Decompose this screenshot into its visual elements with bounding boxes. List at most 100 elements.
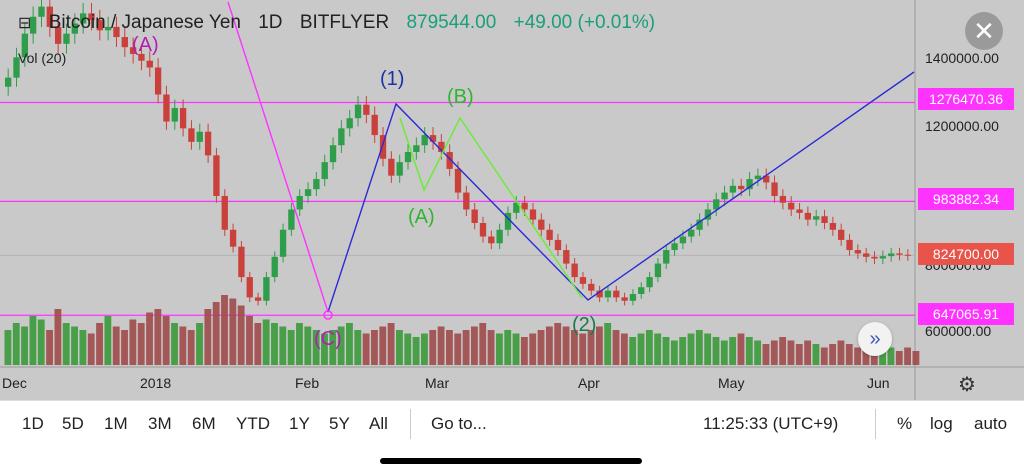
bottom-toolbar: 1D 5D 1M 3M 6M YTD 1Y 5Y All Go to... 11…	[0, 400, 1024, 447]
candle-body	[821, 216, 828, 223]
candle-body	[663, 250, 670, 264]
volume-bar	[279, 326, 287, 365]
volume-bar	[37, 319, 45, 365]
timeframe-all-button[interactable]: All	[369, 414, 388, 433]
volume-bar	[870, 347, 878, 365]
candlestick-plot[interactable]	[0, 0, 1024, 400]
candle-body	[438, 141, 445, 152]
candle-body	[504, 212, 512, 230]
chart-header: ⊟ Bitcoin / Japanese Yen 1D BITFLYER 879…	[18, 12, 667, 34]
volume-bar	[779, 337, 787, 365]
candle-body	[454, 168, 462, 193]
candle-body	[621, 297, 628, 301]
candle-body	[304, 189, 312, 196]
candle-body	[313, 179, 320, 190]
candle-body	[538, 219, 545, 230]
volume-bar	[337, 326, 345, 365]
timeframe-ytd-button[interactable]: YTD	[236, 414, 270, 433]
candle-body	[671, 243, 678, 251]
candle-body	[879, 256, 887, 259]
candle-body	[138, 53, 145, 61]
wave-impulse-line	[327, 71, 915, 313]
percent-scale-toggle[interactable]: %	[897, 414, 913, 433]
time-axis-label: Dec	[2, 375, 27, 391]
volume-bar	[312, 330, 320, 365]
volume-bar	[854, 347, 862, 365]
candle-body	[146, 60, 153, 68]
volume-bar	[137, 323, 145, 365]
clock-timezone[interactable]: 11:25:33 (UTC+9)	[703, 414, 839, 433]
volume-bar	[446, 330, 453, 365]
volume-bar	[787, 340, 795, 365]
timeframe-1y-button[interactable]: 1Y	[289, 414, 310, 433]
volume-bar	[346, 323, 353, 365]
candle-body	[904, 254, 911, 256]
volume-bar	[620, 333, 628, 365]
candle-body	[854, 250, 862, 254]
volume-bar	[829, 344, 837, 365]
volume-bar	[146, 312, 153, 365]
settings-button[interactable]: ⚙	[958, 372, 976, 397]
volume-bar	[254, 323, 262, 365]
log-scale-toggle[interactable]: log	[930, 414, 953, 433]
wave-point-marker	[323, 310, 333, 320]
symbol-name[interactable]: Bitcoin / Japanese Yen	[48, 12, 241, 33]
volume-bar	[354, 330, 362, 365]
candle-body	[221, 195, 228, 230]
candle-body	[779, 195, 787, 203]
price-axis-label: 600000.00	[925, 323, 992, 339]
timeframe-1m-button[interactable]: 1M	[104, 414, 128, 433]
auto-scale-toggle[interactable]: auto	[974, 414, 1008, 433]
wave-label: (A)	[132, 34, 159, 56]
volume-bar	[629, 337, 637, 365]
wave-label: (C)	[314, 328, 342, 350]
header-menu-icon[interactable]: ⊟	[18, 15, 32, 32]
timeframe-5y-button[interactable]: 5Y	[329, 414, 350, 433]
candle-body	[679, 236, 687, 244]
volume-bar	[904, 347, 911, 365]
exchange-label: BITFLYER	[299, 12, 390, 33]
interval-label[interactable]: 1D	[258, 12, 283, 33]
goto-date-button[interactable]: Go to...	[431, 414, 487, 433]
volume-bar	[887, 347, 895, 365]
price-chart[interactable]: ⊟ Bitcoin / Japanese Yen 1D BITFLYER 879…	[0, 0, 1024, 400]
volume-bar	[412, 337, 420, 365]
volume-bar	[212, 302, 220, 365]
volume-bar	[545, 326, 553, 365]
candle-body	[713, 199, 720, 210]
timeframe-5d-button[interactable]: 5D	[62, 414, 84, 433]
candle-body	[704, 209, 712, 220]
volume-bar	[112, 326, 120, 365]
volume-bar	[171, 323, 178, 365]
candle-body	[254, 297, 262, 301]
candle-body	[229, 229, 237, 247]
timeframe-3m-button[interactable]: 3M	[148, 414, 172, 433]
volume-bar	[362, 333, 370, 365]
candle-body	[21, 33, 28, 58]
volume-bar	[429, 330, 437, 365]
candle-body	[321, 162, 328, 180]
volume-bar	[371, 330, 378, 365]
scroll-to-realtime-button[interactable]: »	[858, 322, 892, 356]
candle-body	[163, 94, 170, 122]
candle-body	[179, 108, 187, 129]
timeframe-1d-button[interactable]: 1D	[22, 414, 44, 433]
candle-body	[696, 219, 703, 230]
candle-body	[329, 145, 337, 163]
volume-legend[interactable]: Vol (20)	[18, 50, 67, 66]
volume-bar	[187, 330, 195, 365]
volume-bar	[712, 337, 720, 365]
timeframe-6m-button[interactable]: 6M	[192, 414, 216, 433]
volume-bar	[754, 340, 762, 365]
candle-body	[54, 26, 62, 44]
volume-bar	[895, 351, 903, 365]
candle-body	[271, 256, 278, 278]
volume-bar	[179, 326, 187, 365]
close-button[interactable]: ✕	[965, 12, 1003, 50]
volume-bar	[604, 323, 612, 365]
volume-bar	[654, 333, 662, 365]
wave-label: (2)	[572, 314, 597, 336]
volume-bar	[687, 333, 695, 365]
volume-bar	[720, 340, 728, 365]
candle-body	[79, 13, 87, 24]
